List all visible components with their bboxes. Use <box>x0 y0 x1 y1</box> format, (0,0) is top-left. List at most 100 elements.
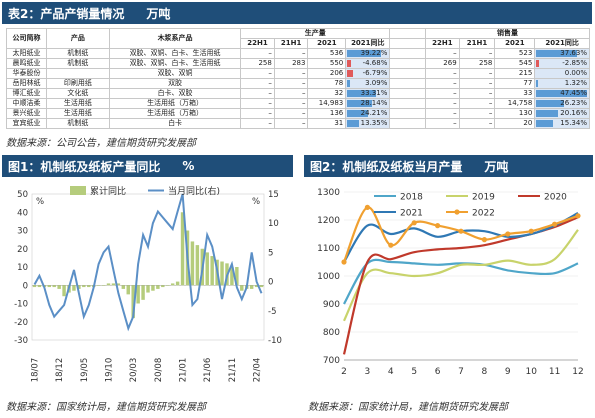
x-axis-tick: 20/03 <box>129 358 139 383</box>
cell-sales-yoy-value: -2.85% <box>562 59 587 68</box>
cell-sales-yoy-value: 15.34% <box>560 119 587 128</box>
cell-sales: – <box>458 48 496 59</box>
col-p-21h1: 21H1 <box>273 38 309 49</box>
cell-production: 258 <box>240 58 275 69</box>
cell-sales: 523 <box>494 48 536 59</box>
cell-company: 太阳纸业 <box>6 48 47 59</box>
cell-production-yoy: 39.22% <box>345 48 391 59</box>
chart2-monthly-output: 700 800 900 1000 1100 1200 1300 2 3 4 5 6 7 8 9 10 11 12 2… <box>317 188 584 377</box>
cell-production: – <box>273 48 309 59</box>
y-axis-tick: 1200 <box>317 216 340 226</box>
production-yoy-bar <box>347 70 354 77</box>
left-axis-tick: 50 <box>17 190 28 200</box>
x-axis-tick: 18/07 <box>30 358 40 383</box>
right-axis-tick: -10 <box>268 336 282 346</box>
bar-mark <box>141 285 145 300</box>
cell-sales: – <box>425 88 460 99</box>
cell-spacer <box>389 98 427 109</box>
cell-sales: – <box>425 68 460 79</box>
cell-wood: 生活用纸（万箱） <box>108 108 242 119</box>
point-marker-2022 <box>364 204 370 210</box>
bar-mark <box>151 285 155 291</box>
right-axis-tick: 0 <box>268 278 273 288</box>
cell-production: – <box>240 88 275 99</box>
col-s-2021: 2021 <box>494 38 536 49</box>
x-axis-tick: 3 <box>365 367 371 377</box>
x-axis-tick: 19/10 <box>105 358 115 383</box>
legend-label-2020: 2020 <box>544 193 567 203</box>
cell-company: 晨鸣纸业 <box>6 58 47 69</box>
col-spacer-2 <box>389 38 427 49</box>
sales-yoy-bar <box>536 80 538 87</box>
cell-sales: – <box>458 88 496 99</box>
bar-mark <box>146 285 150 293</box>
right-axis-tick: -5 <box>268 307 276 317</box>
cell-sales-yoy: 37.63% <box>534 48 590 59</box>
plot-frame <box>31 193 265 341</box>
col-spacer <box>389 28 427 39</box>
table-source: 数据来源：公司公告，建信期货研究发展部 <box>6 138 196 149</box>
left-axis-tick: -30 <box>14 336 28 346</box>
bar-mark <box>131 285 135 319</box>
bar-mark <box>47 285 52 288</box>
cell-production: – <box>273 108 309 119</box>
point-marker-2022 <box>411 220 417 226</box>
cell-production: – <box>273 78 309 89</box>
cell-sales: – <box>425 118 460 129</box>
cell-production-yoy-value: 33.31% <box>360 89 388 98</box>
bar-mark <box>121 285 126 289</box>
bar-mark <box>136 285 140 304</box>
y-axis-tick: 1100 <box>317 244 340 254</box>
cell-production: – <box>273 88 309 99</box>
table-row: 宜宾纸业 机制纸 白卡 – –31 13.35% – –20 15.34% <box>6 118 590 129</box>
cell-production: – <box>240 68 275 79</box>
line-series-2018 <box>343 258 579 305</box>
cell-production: 536 <box>307 48 347 59</box>
cell-spacer <box>389 58 427 69</box>
bar-mark <box>161 285 165 288</box>
bar-mark <box>205 252 209 286</box>
production-yoy-bar <box>347 60 352 67</box>
cell-production: 14,983 <box>307 98 347 109</box>
col-product: 产品 <box>45 28 110 49</box>
bar-mark <box>77 285 81 289</box>
col-s-yoy: 2021同比 <box>534 38 590 49</box>
cell-spacer <box>389 48 427 59</box>
cell-product <box>45 68 110 79</box>
x-axis-tick: 2 <box>341 367 347 377</box>
table-header-row-1: 公司简称 产品 木浆系产品 生产量 销售量 <box>6 28 590 49</box>
bar-mark <box>254 285 259 288</box>
cell-production-yoy: -6.79% <box>345 68 391 79</box>
cell-wood: 白卡 <box>108 118 242 129</box>
production-yoy-bar <box>347 50 382 57</box>
y-axis-tick: 1300 <box>317 188 340 198</box>
bar-mark <box>166 285 170 286</box>
bar-mark <box>156 285 160 289</box>
cell-sales: – <box>458 98 496 109</box>
cell-production-yoy-value: -6.79% <box>362 69 388 78</box>
production-yoy-bar <box>347 80 350 87</box>
bar-mark <box>52 285 56 288</box>
cell-spacer <box>389 78 427 89</box>
cell-production: – <box>240 48 275 59</box>
col-sales: 销售量 <box>425 28 590 39</box>
cell-sales: – <box>458 78 496 89</box>
col-p-yoy: 2021同比 <box>345 38 391 49</box>
cell-product: 印刷用纸 <box>45 78 110 89</box>
cell-production: 136 <box>307 108 347 119</box>
cell-product: 生活用纸 <box>45 108 110 119</box>
sales-yoy-bar <box>536 110 558 117</box>
cell-production: 78 <box>307 78 347 89</box>
legend-label-2022: 2022 <box>472 209 495 219</box>
point-marker-2022 <box>458 228 464 234</box>
x-axis-tick: 21/11 <box>228 358 238 383</box>
bar-mark <box>180 212 185 286</box>
x-axis-tick: 9 <box>505 367 511 377</box>
point-marker-2022 <box>528 228 534 234</box>
col-production: 生产量 <box>240 28 391 39</box>
x-axis-tick: 22/04 <box>253 358 263 383</box>
cell-sales-yoy-value: 37.63% <box>560 49 587 58</box>
bar-mark <box>175 281 180 286</box>
cell-sales: 545 <box>494 58 536 69</box>
left-axis-tick: 20 <box>17 245 28 255</box>
